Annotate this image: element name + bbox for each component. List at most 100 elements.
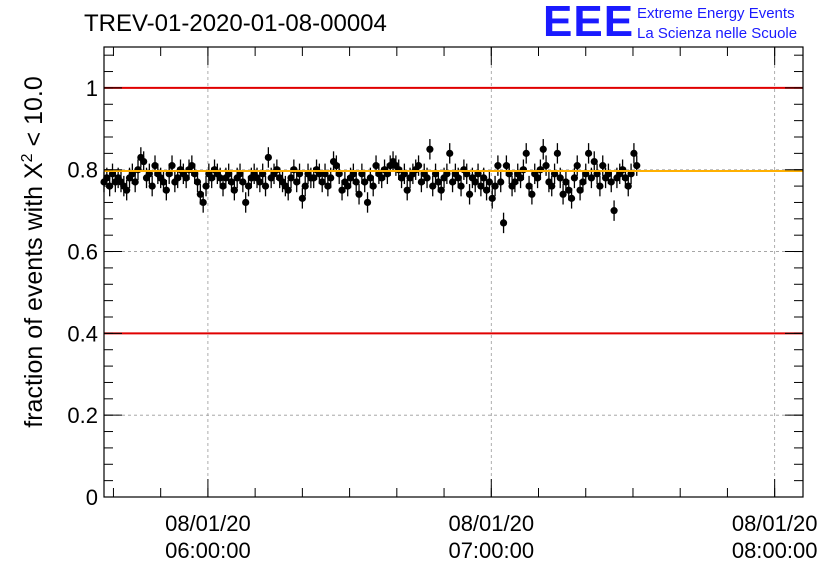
- logo-line-2: La Scienza nelle Scuole: [637, 25, 798, 42]
- run-title: TREV-01-2020-01-08-00004: [84, 10, 387, 37]
- data-point: [108, 170, 117, 178]
- data-point: [556, 174, 564, 182]
- data-point: [548, 182, 556, 190]
- data-point: [363, 198, 372, 207]
- data-point: [590, 157, 598, 166]
- x-tick-label-date: 08/01/20: [732, 511, 818, 536]
- data-point: [324, 182, 332, 190]
- data-point: [426, 145, 434, 153]
- data-point: [431, 170, 440, 178]
- data-point: [168, 162, 176, 170]
- data-point: [471, 178, 479, 186]
- data-point: [327, 174, 335, 182]
- data-point: [417, 178, 425, 186]
- data-point: [414, 162, 423, 170]
- data-point: [630, 149, 638, 157]
- data-point: [236, 170, 244, 178]
- data-point: [301, 182, 309, 190]
- data-point: [355, 190, 363, 198]
- eee-logo: EEE Extreme Energy Events La Scienza nel…: [543, 0, 833, 46]
- data-point: [321, 170, 329, 178]
- data-point: [485, 178, 493, 186]
- data-point: [131, 178, 139, 186]
- data-point: [366, 174, 374, 182]
- data-point: [491, 182, 499, 190]
- data-point: [191, 170, 199, 178]
- data-point: [522, 149, 530, 157]
- data-point: [480, 174, 488, 182]
- data-point: [202, 182, 210, 190]
- data-point: [593, 170, 601, 178]
- data-point: [573, 162, 581, 170]
- y-tick-label: 0.6: [67, 240, 98, 265]
- y-tick-label: 0.8: [67, 158, 98, 183]
- data-point: [579, 178, 587, 186]
- data-point: [519, 166, 528, 174]
- data-point: [437, 186, 445, 194]
- data-point: [511, 178, 519, 186]
- y-axis-label-sup: 2: [19, 153, 36, 162]
- data-point: [434, 178, 442, 186]
- plot-frame: [103, 46, 804, 498]
- data-point: [542, 162, 550, 170]
- data-point: [358, 170, 366, 178]
- data-point: [539, 145, 547, 153]
- data-point: [494, 162, 502, 170]
- data-point: [562, 178, 570, 186]
- data-point: [349, 170, 357, 178]
- data-point: [446, 149, 454, 157]
- data-point: [261, 182, 270, 190]
- data-point: [295, 170, 304, 178]
- data-point: [505, 170, 513, 178]
- grid-layer: [104, 47, 803, 497]
- data-point: [474, 170, 482, 178]
- data-point: [403, 186, 411, 194]
- data-point: [182, 174, 190, 182]
- data-point: [162, 186, 170, 194]
- data-point: [239, 178, 247, 186]
- data-point: [148, 182, 156, 190]
- data-point: [123, 186, 131, 194]
- data-point: [429, 182, 437, 190]
- data-point: [599, 162, 607, 170]
- data-point: [287, 174, 295, 182]
- data-point: [344, 182, 352, 190]
- data-point: [378, 174, 386, 182]
- data-point: [318, 178, 326, 186]
- data-point: [335, 170, 343, 178]
- data-point: [621, 174, 630, 182]
- data-point: [604, 170, 613, 178]
- data-point: [256, 178, 264, 186]
- logo-line-1: Extreme Energy Events: [637, 5, 795, 22]
- data-point: [477, 182, 485, 190]
- data-point: [528, 190, 536, 198]
- data-point: [423, 174, 431, 182]
- x-tick-label-date: 08/01/20: [448, 511, 534, 536]
- data-point: [550, 170, 559, 178]
- x-tick-label-date: 08/01/20: [165, 511, 251, 536]
- data-point: [196, 190, 204, 198]
- data-point: [400, 170, 408, 178]
- data-point: [582, 170, 590, 178]
- data-point: [188, 162, 196, 170]
- data-point: [227, 178, 236, 186]
- data-point: [151, 162, 159, 170]
- data-point: [219, 182, 227, 190]
- data-point: [596, 182, 604, 190]
- data-point: [193, 178, 202, 186]
- data-point: [488, 194, 496, 202]
- data-point: [457, 182, 465, 190]
- data-point: [482, 186, 491, 194]
- data-point: [332, 162, 340, 170]
- data-point: [216, 174, 224, 182]
- x-tick-labels: 08/01/2006:00:0008/01/2007:00:0008/01/20…: [165, 511, 817, 563]
- data-point: [199, 198, 207, 207]
- data-point: [140, 157, 148, 166]
- logo-mark: EEE: [543, 0, 635, 46]
- data-point: [242, 198, 250, 207]
- data-point: [607, 178, 615, 186]
- data-point: [145, 170, 153, 178]
- data-point: [502, 162, 510, 170]
- data-point: [298, 194, 306, 202]
